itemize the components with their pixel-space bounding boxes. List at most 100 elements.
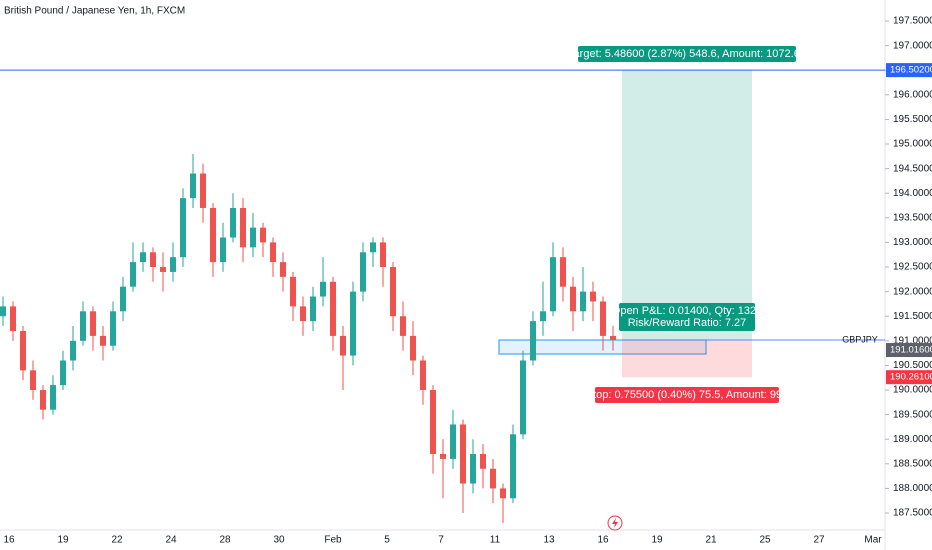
y-tick-label: 197.50000 [893,16,932,27]
candle-body [90,311,96,336]
candle-body [10,306,16,331]
event-icon-bolt [612,518,618,528]
candle-body [270,242,276,263]
candle-body [530,321,536,361]
candle-body [200,173,206,208]
candle-body [170,257,176,272]
candle-body [440,453,446,459]
position-label: Target: 5.48600 (2.87%) 548.6, Amount: 1… [568,48,806,60]
candle-body [600,301,606,336]
x-tick-label: 5 [384,535,390,546]
y-tick-label: 193.00000 [893,237,932,248]
candle-body [340,335,346,356]
candle-body [220,237,226,263]
candle-body [570,286,576,312]
y-tick-label: 194.50000 [893,163,932,174]
x-tick-label: 7 [438,535,444,546]
candle-body [410,335,416,361]
candle-body [560,257,566,287]
x-tick-label: Mar [864,535,882,546]
candle-body [500,488,506,499]
y-tick-label: 196.00000 [893,89,932,100]
y-tick-label: 187.50000 [893,508,932,519]
candle-body [50,385,56,410]
candle-body [0,306,6,317]
position-label-bg [595,387,779,403]
candle-body [330,281,336,336]
candle-body [480,453,486,469]
position-label: Stop: 0.75500 (0.40%) 75.5, Amount: 990 [586,389,788,401]
x-tick-label: 13 [543,535,555,546]
x-tick-label: 16 [3,535,15,546]
candle-body [300,306,306,322]
price-tag-bg [886,370,932,385]
candle-body [420,360,426,391]
x-tick-label: 21 [705,535,717,546]
symbol-label: GBPJPY [842,334,878,344]
y-tick-label: 192.00000 [893,286,932,297]
position-label: Risk/Reward Ratio: 7.27 [628,317,747,329]
y-tick-label: 193.50000 [893,212,932,223]
candle-body [320,281,326,297]
y-tick-label: 190.50000 [893,360,932,371]
y-tick-label: 188.50000 [893,458,932,469]
event-icon[interactable] [607,515,623,531]
candle-body [250,227,256,248]
candle-body [310,296,316,322]
candle-body [290,276,296,307]
candle-body [180,198,186,258]
x-tick-label: 24 [165,535,177,546]
position-label-bg [619,303,755,331]
candle-body [60,360,66,386]
price-tag: 191.01600 [890,345,932,356]
candle-body [460,424,466,484]
candle-body [550,257,556,312]
y-tick-label: 190.00000 [893,385,932,396]
price-tag-bg [886,343,932,358]
candle-body [110,311,116,346]
candle-body [520,360,526,435]
candle-body [350,291,356,356]
candle-body [120,286,126,312]
candle-body [20,330,26,371]
candle-body [70,340,76,361]
position-label: Open P&L: 0.01400, Qty: 1324 [612,305,762,317]
candle-body [450,424,456,459]
y-tick-label: 195.00000 [893,139,932,150]
candle-body [140,252,146,263]
y-tick-label: 191.50000 [893,311,932,322]
candle-body [240,207,246,248]
candle-body [580,291,586,312]
candle-body [30,370,36,391]
candle-body [540,311,546,322]
candle-body [470,453,476,484]
x-tick-label: 19 [57,535,69,546]
y-tick-label: 195.50000 [893,114,932,125]
candle-body [80,311,86,341]
x-tick-label: 27 [813,535,825,546]
candle-body [130,262,136,287]
x-tick-label: 16 [597,535,609,546]
price-tag-bg [886,63,932,78]
x-tick-label: Feb [324,535,342,546]
candle-body [360,252,366,292]
candle-body [280,262,286,277]
candle-body [160,267,166,272]
y-tick-label: 189.00000 [893,434,932,445]
candle-body [370,242,376,253]
y-tick-label: 188.00000 [893,483,932,494]
candle-body [150,252,156,268]
candle-body [510,434,516,499]
y-tick-label: 197.00000 [893,40,932,51]
candle-body [390,267,396,317]
x-tick-label: 19 [651,535,663,546]
y-tick-label: 189.50000 [893,409,932,420]
candle-body [190,173,196,199]
candle-body [610,335,616,340]
candle-body [490,468,496,489]
x-tick-label: 30 [273,535,285,546]
candle-body [230,207,236,238]
y-tick-label: 194.00000 [893,188,932,199]
loss-zone [622,340,752,378]
